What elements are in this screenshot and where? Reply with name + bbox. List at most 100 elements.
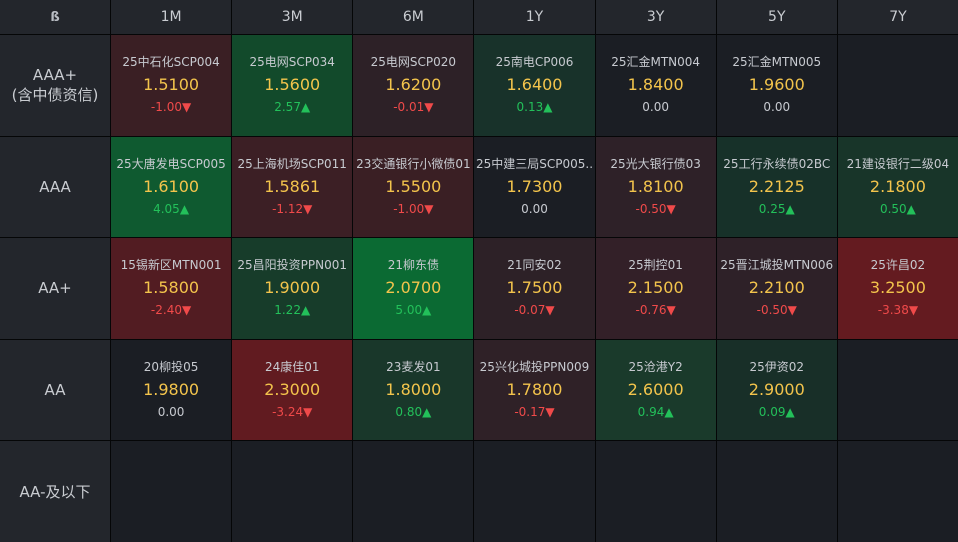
bond-name: 25大唐发电SCP005	[116, 156, 226, 171]
bond-yield: 1.5500	[385, 176, 442, 196]
column-header-3y: 3Y	[595, 0, 716, 34]
bond-yield: 1.5861	[264, 176, 321, 196]
bond-change: 0.00	[642, 100, 669, 115]
bond-cell[interactable]: 25电网SCP034 1.5600 2.57▲	[232, 35, 353, 136]
bond-change: 4.05▲	[153, 201, 190, 216]
bond-name: 21建设银行二级04	[846, 156, 950, 171]
bond-yield: 1.5800	[143, 278, 200, 298]
bond-change: -0.17▼	[514, 405, 555, 420]
bond-name: 25兴化城投PPN009	[479, 360, 590, 375]
bond-name: 25昌阳投资PPN001	[237, 258, 348, 273]
bond-cell[interactable]: 25电网SCP020 1.6200 -0.01▼	[353, 35, 474, 136]
bond-cell[interactable]: 25汇金MTN005 1.9600 0.00	[716, 35, 837, 136]
row-header: AA	[0, 339, 110, 441]
bond-change: -0.50▼	[635, 201, 676, 216]
bond-yield: 3.2500	[869, 278, 926, 298]
empty-cell	[474, 441, 595, 542]
bond-cell[interactable]: 25中建三局SCP005.. 1.7300 0.00	[474, 136, 595, 238]
bond-change: 1.22▲	[274, 303, 311, 318]
bond-name: 24康佳01	[264, 360, 320, 375]
bond-yield: 1.8400	[627, 75, 684, 95]
bond-change: -1.00▼	[393, 201, 434, 216]
bond-cell[interactable]: 25晋江城投MTN006 2.2100 -0.50▼	[716, 238, 837, 339]
bond-change: -0.50▼	[756, 303, 797, 318]
bond-cell[interactable]: 25伊资02 2.9000 0.09▲	[716, 339, 837, 441]
bond-cell[interactable]: 24康佳01 2.3000 -3.24▼	[232, 339, 353, 441]
bond-name: 25电网SCP034	[249, 55, 335, 70]
bond-change: -0.76▼	[635, 303, 676, 318]
bond-yield: 1.9800	[143, 380, 200, 400]
bond-yield: 2.2100	[748, 278, 805, 298]
bond-change: 0.50▲	[879, 201, 916, 216]
bond-change: -0.01▼	[393, 100, 434, 115]
b-logo-icon: ß	[50, 9, 60, 25]
bond-cell[interactable]: 21柳东债 2.0700 5.00▲	[353, 238, 474, 339]
bond-cell[interactable]: 25光大银行债03 1.8100 -0.50▼	[595, 136, 716, 238]
bond-change: 0.09▲	[758, 405, 795, 420]
empty-cell	[716, 441, 837, 542]
bond-change: 0.00	[521, 201, 548, 216]
bond-change: 2.57▲	[274, 100, 311, 115]
bond-cell[interactable]: 20柳投05 1.9800 0.00	[111, 339, 232, 441]
bond-name: 25光大银行债03	[610, 156, 701, 171]
empty-cell	[595, 441, 716, 542]
bond-yield: 1.6100	[143, 176, 200, 196]
bond-cell[interactable]: 21同安02 1.7500 -0.07▼	[474, 238, 595, 339]
bond-cell[interactable]: 23交通银行小微债01 1.5500 -1.00▼	[353, 136, 474, 238]
bond-cell[interactable]: 23麦发01 1.8000 0.80▲	[353, 339, 474, 441]
bond-change: 0.94▲	[637, 405, 674, 420]
column-header-1m: 1M	[111, 0, 232, 34]
bond-cell[interactable]: 25沧港Y2 2.6000 0.94▲	[595, 339, 716, 441]
bond-yield: 2.2125	[748, 176, 805, 196]
bond-cell[interactable]: 25昌阳投资PPN001 1.9000 1.22▲	[232, 238, 353, 339]
bond-change: -0.07▼	[514, 303, 555, 318]
bond-name: 25电网SCP020	[370, 55, 457, 70]
bond-cell[interactable]: 25许昌02 3.2500 -3.38▼	[837, 238, 958, 339]
bond-name: 21柳东债	[387, 258, 439, 273]
bond-yield: 2.1500	[627, 278, 684, 298]
bond-name: 25工行永续债02BC	[723, 156, 831, 171]
bond-name: 23交通银行小微债01	[356, 156, 471, 171]
bond-change: 5.00▲	[395, 303, 432, 318]
bond-change: -2.40▼	[150, 303, 192, 318]
row-header: AA+	[0, 238, 110, 339]
empty-cell	[232, 441, 353, 542]
bond-yield: 1.6400	[506, 75, 563, 95]
column-header-5y: 5Y	[716, 0, 837, 34]
bond-yield: 2.0700	[385, 278, 442, 298]
column-header-7y: 7Y	[837, 0, 958, 34]
bond-cell[interactable]: 25大唐发电SCP005 1.6100 4.05▲	[111, 136, 232, 238]
bond-name: 25中建三局SCP005..	[475, 156, 594, 171]
bond-cell[interactable]: 15锡新区MTN001 1.5800 -2.40▼	[111, 238, 232, 339]
bond-name: 25汇金MTN005	[732, 55, 822, 70]
row-label: AAA	[39, 177, 71, 196]
empty-cell	[837, 35, 958, 136]
bond-cell[interactable]: 25中石化SCP004 1.5100 -1.00▼	[111, 35, 232, 136]
row-sublabel: (含中债资信)	[11, 86, 99, 105]
bond-cell[interactable]: 25荆控01 2.1500 -0.76▼	[595, 238, 716, 339]
bond-yield: 2.9000	[748, 380, 805, 400]
bond-cell[interactable]: 25南电CP006 1.6400 0.13▲	[474, 35, 595, 136]
bond-change: 0.13▲	[516, 100, 553, 115]
bond-cell[interactable]: 25兴化城投PPN009 1.7800 -0.17▼	[474, 339, 595, 441]
logo: ß	[0, 0, 110, 34]
bond-name: 25伊资02	[749, 360, 805, 375]
row-label: AA+	[38, 279, 72, 298]
bond-name: 25南电CP006	[495, 55, 574, 70]
row-label: AAA+	[32, 66, 78, 85]
bond-name: 21同安02	[507, 258, 562, 273]
bond-yield: 2.1800	[869, 176, 926, 196]
bond-yield: 1.8000	[385, 380, 442, 400]
bond-name: 25许昌02	[870, 258, 926, 273]
bond-yield: 1.5100	[143, 75, 200, 95]
bond-yield: 2.3000	[264, 380, 321, 400]
row-header: AAA+ (含中债资信)	[0, 35, 110, 136]
bond-cell[interactable]: 25工行永续债02BC 2.2125 0.25▲	[716, 136, 837, 238]
bond-cell[interactable]: 25汇金MTN004 1.8400 0.00	[595, 35, 716, 136]
bond-cell[interactable]: 25上海机场SCP011 1.5861 -1.12▼	[232, 136, 353, 238]
row-label: AA-及以下	[19, 482, 91, 501]
bond-yield: 1.7800	[506, 380, 563, 400]
bond-cell[interactable]: 21建设银行二级04 2.1800 0.50▲	[837, 136, 958, 238]
empty-cell	[837, 339, 958, 441]
